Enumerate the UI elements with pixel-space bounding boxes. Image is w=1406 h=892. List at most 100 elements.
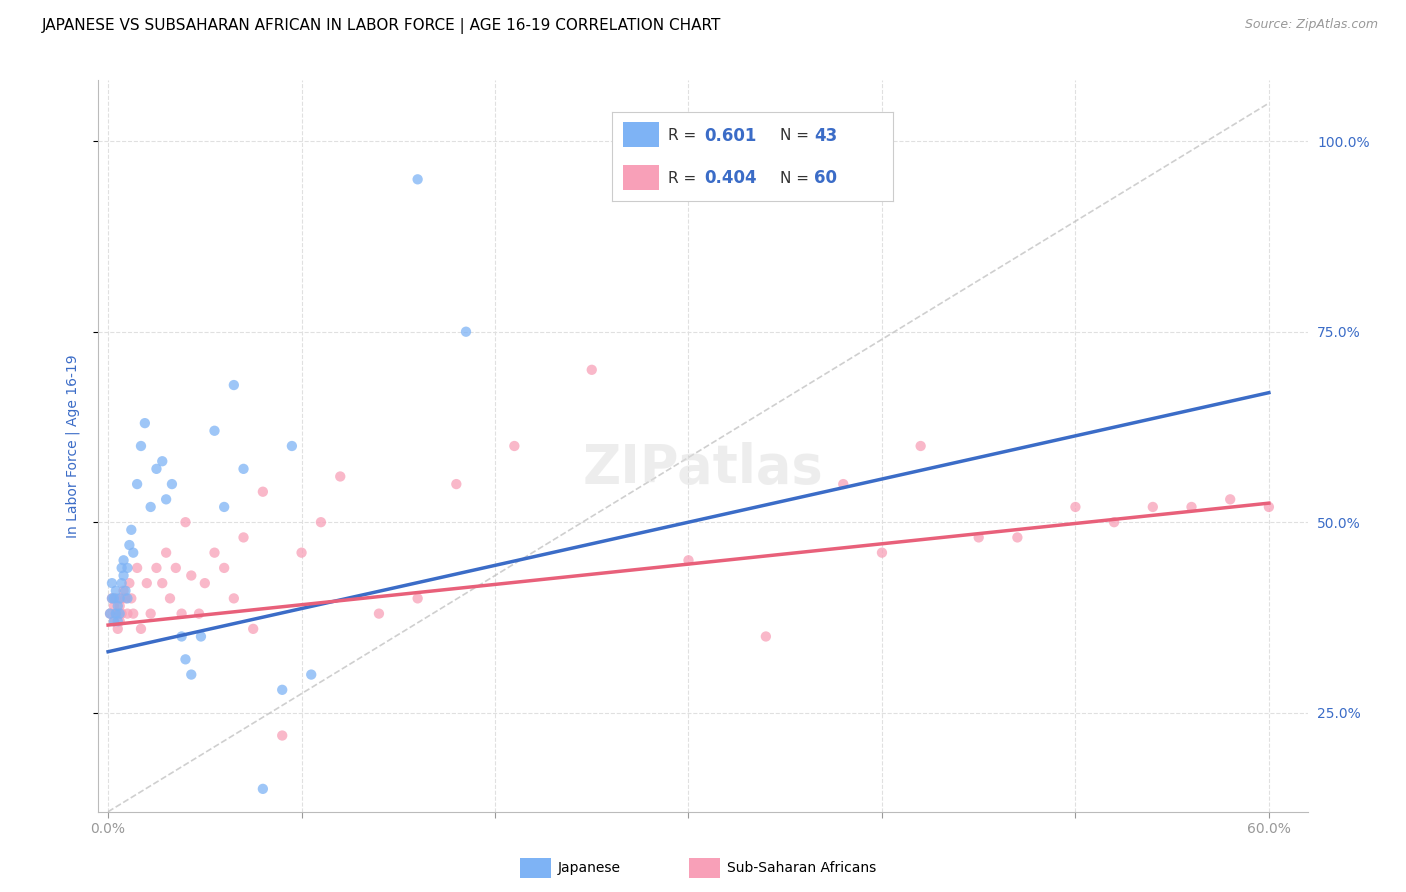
Text: 60: 60 (814, 169, 837, 187)
Point (111, 591, 134, 606)
Point (503, 439, 526, 453)
Text: Source: ZipAtlas.com: Source: ZipAtlas.com (1244, 18, 1378, 31)
Point (98, 607, 121, 621)
Point (129, 622, 152, 636)
Point (174, 515, 197, 529)
Point (111, 607, 134, 621)
Point (101, 591, 124, 606)
Point (107, 614, 129, 628)
Y-axis label: In Labor Force | Age 16-19: In Labor Force | Age 16-19 (66, 354, 80, 538)
Point (122, 546, 145, 560)
Point (107, 607, 129, 621)
Point (174, 652, 197, 666)
Point (581, 363, 603, 377)
Point (103, 614, 125, 628)
Point (967, 530, 990, 544)
Point (271, 682, 294, 697)
Point (1064, 500, 1087, 514)
Text: ZIPatlas: ZIPatlas (582, 442, 824, 494)
Point (180, 568, 202, 582)
Point (170, 607, 193, 621)
Point (118, 576, 141, 591)
Point (281, 439, 304, 453)
Point (252, 484, 274, 499)
Point (755, 630, 778, 644)
Point (232, 530, 254, 544)
Point (114, 583, 136, 598)
Point (1180, 500, 1202, 514)
Point (222, 591, 245, 606)
Point (252, 781, 274, 796)
Point (204, 424, 226, 438)
Point (190, 630, 212, 644)
Point (101, 576, 124, 591)
Text: R =: R = (668, 128, 702, 143)
Point (127, 477, 149, 491)
Text: Sub-Saharan Africans: Sub-Saharan Africans (727, 861, 876, 875)
Point (114, 591, 136, 606)
Point (910, 439, 932, 453)
Point (290, 546, 312, 560)
Point (155, 546, 177, 560)
Point (139, 500, 162, 514)
Point (870, 546, 893, 560)
Point (406, 172, 429, 186)
Point (129, 439, 152, 453)
Point (212, 561, 235, 575)
Point (111, 561, 134, 575)
Text: JAPANESE VS SUBSAHARAN AFRICAN IN LABOR FORCE | AGE 16-19 CORRELATION CHART: JAPANESE VS SUBSAHARAN AFRICAN IN LABOR … (42, 18, 721, 34)
Point (204, 546, 226, 560)
Point (127, 561, 149, 575)
Point (165, 561, 187, 575)
Point (212, 500, 235, 514)
Point (108, 614, 131, 628)
Point (145, 561, 167, 575)
Point (108, 591, 131, 606)
Point (242, 622, 264, 636)
Point (232, 462, 254, 476)
Point (180, 667, 202, 681)
Point (118, 538, 141, 552)
Point (98, 607, 121, 621)
Point (454, 325, 477, 339)
Point (160, 477, 183, 491)
Point (104, 583, 127, 598)
Text: Japanese: Japanese (558, 861, 621, 875)
Point (108, 599, 131, 613)
Point (150, 576, 173, 591)
Point (111, 576, 134, 591)
Point (120, 523, 142, 537)
Point (108, 607, 131, 621)
Point (155, 492, 177, 507)
Point (103, 599, 125, 613)
Bar (623, 122, 659, 147)
Point (107, 599, 129, 613)
Text: R =: R = (668, 171, 702, 186)
Point (1142, 500, 1164, 514)
Point (678, 553, 700, 567)
Point (104, 591, 127, 606)
Point (150, 454, 173, 468)
Point (1102, 515, 1125, 529)
Text: 43: 43 (814, 127, 838, 145)
Text: N =: N = (780, 171, 814, 186)
Point (112, 568, 135, 582)
Point (194, 576, 217, 591)
Point (170, 630, 193, 644)
Text: N =: N = (780, 128, 814, 143)
Point (145, 462, 167, 476)
Point (104, 607, 127, 621)
Point (135, 576, 157, 591)
Point (329, 469, 352, 483)
Point (832, 477, 855, 491)
Point (112, 583, 135, 598)
Point (368, 607, 391, 621)
Point (103, 614, 125, 628)
Point (159, 591, 181, 606)
Point (299, 667, 322, 681)
Point (446, 477, 468, 491)
Point (117, 561, 139, 575)
Text: 0.404: 0.404 (704, 169, 756, 187)
Point (188, 607, 211, 621)
Point (101, 591, 124, 606)
